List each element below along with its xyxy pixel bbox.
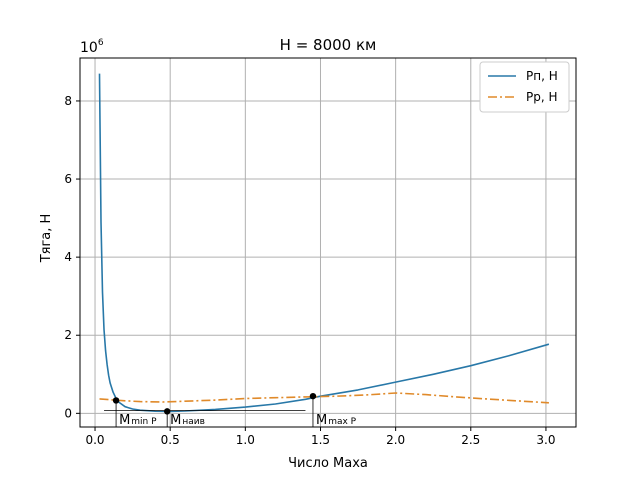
- annotation-layer: Mmin P Mнаив Mmax P: [104, 392, 357, 428]
- x-tick-label: 1.0: [236, 433, 255, 447]
- x-tick-label: 1.5: [311, 433, 330, 447]
- annotation-point: [163, 408, 171, 415]
- legend-label-pp: Рп, Н: [526, 69, 558, 83]
- y-tick-label: 0: [64, 406, 72, 420]
- annotation-label: Mнаив: [170, 413, 205, 428]
- x-tick-label: 2.0: [386, 433, 405, 447]
- chart-title: H = 8000 км: [280, 36, 377, 54]
- y-tick-label: 6: [64, 172, 72, 186]
- legend-label-pr: Рр, Н: [526, 90, 558, 104]
- plot-frame: [79, 57, 577, 428]
- annotation-point: [309, 392, 317, 400]
- x-tick-label: 2.5: [461, 433, 480, 447]
- annotation-label: Mmin P: [119, 413, 157, 428]
- x-tick-label: 0.5: [161, 433, 180, 447]
- x-axis-ticks: 0.0 0.5 1.0 1.5 2.0 2.5 3.0: [85, 427, 555, 447]
- legend-box: [479, 61, 570, 113]
- grid: [80, 58, 576, 427]
- x-tick-label: 3.0: [536, 433, 555, 447]
- y-axis-ticks: 0 2 4 6 8: [64, 94, 80, 420]
- y-axis-label: Тяга, Н: [39, 214, 54, 264]
- series-line-pp: [98, 73, 550, 413]
- y-tick-label: 8: [64, 94, 72, 108]
- x-axis-label: Число Маха: [288, 456, 368, 471]
- legend: Рп, Н Рр, Н: [479, 61, 570, 113]
- annotation-point: [112, 397, 120, 404]
- series-line-pr: [99, 392, 549, 404]
- annotation-label: Mmax P: [316, 413, 357, 428]
- series-layer: [98, 73, 550, 413]
- y-tick-label: 4: [64, 250, 72, 264]
- x-tick-label: 0.0: [85, 433, 104, 447]
- y-tick-label: 2: [64, 328, 72, 342]
- y-scale-offset-label: 106: [80, 38, 104, 56]
